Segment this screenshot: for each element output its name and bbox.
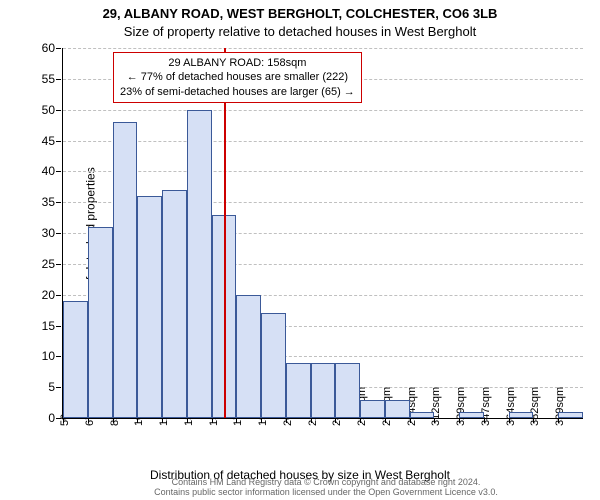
histogram-bar xyxy=(187,110,212,418)
plot-area: 05101520253035404550556050sqm67sqm85sqm1… xyxy=(62,48,583,419)
y-tick xyxy=(56,48,61,49)
y-tick xyxy=(56,264,61,265)
y-tick xyxy=(56,79,61,80)
histogram-bar xyxy=(286,363,311,419)
annotation-box: 29 ALBANY ROAD: 158sqm ← 77% of detached… xyxy=(113,52,362,103)
y-tick xyxy=(56,326,61,327)
x-tick-label: 382sqm xyxy=(529,387,541,426)
y-tick xyxy=(56,171,61,172)
y-tick xyxy=(56,202,61,203)
x-tick-label: 364sqm xyxy=(505,387,517,426)
y-tick-label: 0 xyxy=(48,411,55,425)
annotation-line2: ← 77% of detached houses are smaller (22… xyxy=(120,70,355,84)
chart-title-sub: Size of property relative to detached ho… xyxy=(0,24,600,39)
histogram-bar xyxy=(162,190,187,418)
y-tick xyxy=(56,233,61,234)
y-tick xyxy=(56,356,61,357)
histogram-bar xyxy=(558,412,583,418)
histogram-bar xyxy=(236,295,261,418)
y-tick-label: 10 xyxy=(42,349,55,363)
caption-line1: Contains HM Land Registry data © Crown c… xyxy=(172,477,481,487)
x-tick-label: 347sqm xyxy=(480,387,492,426)
annotation-line3: 23% of semi-detached houses are larger (… xyxy=(120,85,355,99)
annotation-line1: 29 ALBANY ROAD: 158sqm xyxy=(120,56,355,70)
histogram-bar xyxy=(113,122,138,418)
histogram-bar xyxy=(410,412,435,418)
chart-caption: Contains HM Land Registry data © Crown c… xyxy=(62,478,590,498)
grid-line xyxy=(63,48,583,49)
y-tick-label: 50 xyxy=(42,103,55,117)
chart-title-main: 29, ALBANY ROAD, WEST BERGHOLT, COLCHEST… xyxy=(0,6,600,21)
y-tick xyxy=(56,387,61,388)
reference-line xyxy=(224,48,226,418)
histogram-bar xyxy=(88,227,113,418)
y-tick-label: 35 xyxy=(42,195,55,209)
y-tick xyxy=(56,110,61,111)
histogram-bar xyxy=(385,400,410,419)
y-tick-label: 40 xyxy=(42,164,55,178)
grid-line xyxy=(63,141,583,142)
y-tick-label: 60 xyxy=(42,41,55,55)
x-tick-label: 312sqm xyxy=(430,387,442,426)
y-tick-label: 20 xyxy=(42,288,55,302)
histogram-bar xyxy=(360,400,385,419)
histogram-chart: 29, ALBANY ROAD, WEST BERGHOLT, COLCHEST… xyxy=(0,0,600,500)
y-tick xyxy=(56,141,61,142)
y-tick xyxy=(56,295,61,296)
histogram-bar xyxy=(335,363,360,419)
histogram-bar xyxy=(459,412,484,418)
caption-line2: Contains public sector information licen… xyxy=(154,487,498,497)
histogram-bar xyxy=(311,363,336,419)
y-tick-label: 30 xyxy=(42,226,55,240)
grid-line xyxy=(63,110,583,111)
y-tick-label: 55 xyxy=(42,72,55,86)
x-tick-label: 399sqm xyxy=(554,387,566,426)
y-tick-label: 5 xyxy=(48,380,55,394)
y-tick-label: 25 xyxy=(42,257,55,271)
grid-line xyxy=(63,171,583,172)
y-tick-label: 15 xyxy=(42,319,55,333)
x-tick-label: 329sqm xyxy=(455,387,467,426)
histogram-bar xyxy=(63,301,88,418)
histogram-bar xyxy=(261,313,286,418)
histogram-bar xyxy=(509,412,534,418)
histogram-bar xyxy=(137,196,162,418)
y-tick-label: 45 xyxy=(42,134,55,148)
